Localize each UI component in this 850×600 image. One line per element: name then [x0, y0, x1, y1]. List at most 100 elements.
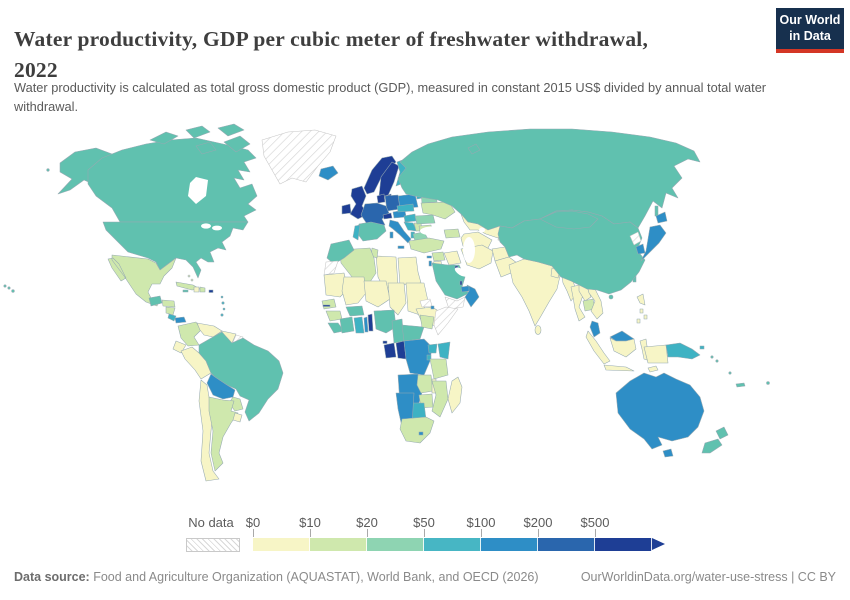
region-fiji[interactable] [766, 381, 770, 385]
region-drc[interactable] [403, 338, 433, 376]
region-lesotho[interactable] [418, 431, 424, 436]
region-egypt[interactable] [397, 256, 422, 286]
legend-segment-1[interactable] [310, 538, 367, 551]
region-china[interactable] [497, 209, 646, 295]
region-lesser-antilles[interactable] [220, 295, 226, 317]
region-romania[interactable] [414, 214, 436, 225]
region-papua-new-guinea[interactable] [665, 342, 705, 360]
region-mali[interactable] [341, 276, 367, 306]
region-burkina-faso[interactable] [345, 305, 365, 317]
region-turkey[interactable] [408, 237, 445, 254]
region-niger[interactable] [363, 280, 391, 308]
region-puerto-rico[interactable] [208, 289, 214, 293]
region-iceland[interactable] [318, 165, 339, 181]
region-w-sahara[interactable] [323, 260, 339, 276]
region-djibouti[interactable] [430, 305, 435, 310]
region-mongolia[interactable] [539, 210, 599, 230]
region-mexico[interactable] [107, 254, 177, 307]
region-yemen[interactable] [444, 296, 466, 310]
region-usa[interactable] [102, 221, 249, 279]
region-somalia[interactable] [433, 306, 459, 336]
region-morocco[interactable] [326, 239, 355, 265]
region-mozambique[interactable] [431, 380, 449, 418]
region-syria[interactable] [431, 251, 446, 262]
legend-no-data-swatch[interactable] [186, 538, 240, 552]
region-gabon[interactable] [383, 342, 397, 359]
region-portugal[interactable] [352, 224, 361, 241]
region-malaysia[interactable] [589, 320, 635, 342]
region-philippines[interactable] [636, 293, 648, 324]
region-ecuador[interactable] [172, 340, 187, 354]
region-algeria[interactable] [339, 247, 377, 286]
region-south-africa[interactable] [399, 416, 435, 444]
region-norway[interactable] [363, 155, 397, 195]
region-iraq[interactable] [443, 250, 462, 266]
region-uganda[interactable] [427, 343, 438, 354]
region-kenya[interactable] [437, 341, 451, 360]
owid-logo[interactable]: Our World in Data [776, 8, 844, 53]
region-greenland[interactable] [261, 129, 337, 185]
region-australia[interactable] [615, 372, 705, 458]
region-togo[interactable] [363, 316, 369, 333]
region-dominican-republic[interactable] [199, 286, 206, 293]
region-jamaica[interactable] [182, 289, 189, 293]
region-solomon-islands[interactable] [710, 355, 719, 363]
region-uruguay[interactable] [232, 412, 243, 423]
region-cameroon[interactable] [391, 318, 405, 344]
legend-segment-2[interactable] [367, 538, 424, 551]
region-argentina[interactable] [208, 396, 239, 472]
region-papua-west[interactable] [643, 344, 669, 364]
region-eq-guinea[interactable] [382, 340, 388, 344]
region-japan[interactable] [640, 211, 668, 262]
legend-segment-0[interactable] [253, 538, 310, 551]
region-south-sudan[interactable] [419, 314, 435, 330]
region-central-african-republic[interactable] [401, 324, 425, 342]
region-north-korea[interactable] [629, 231, 642, 246]
region-costa-rica[interactable] [167, 313, 177, 322]
region-caucasus[interactable] [443, 228, 461, 239]
region-chad[interactable] [387, 282, 407, 316]
region-tanzania[interactable] [429, 358, 449, 380]
region-indonesia[interactable] [585, 330, 659, 373]
region-uae[interactable] [460, 285, 470, 293]
region-canada[interactable] [87, 137, 258, 223]
region-sri-lanka[interactable] [534, 325, 542, 335]
region-colombia[interactable] [177, 321, 202, 347]
region-haiti[interactable] [193, 286, 200, 293]
region-panama[interactable] [174, 316, 187, 324]
region-vanuatu[interactable] [728, 371, 732, 375]
region-switzerland[interactable] [382, 212, 393, 220]
region-nicaragua[interactable] [165, 306, 176, 316]
region-guatemala[interactable] [148, 295, 163, 307]
region-ghana[interactable] [353, 316, 365, 334]
region-italy[interactable] [388, 219, 412, 249]
region-senegal[interactable] [321, 298, 337, 310]
region-bahamas[interactable] [187, 274, 194, 282]
region-aleutians[interactable] [46, 168, 50, 172]
region-benelux[interactable] [376, 193, 386, 204]
region-qatar[interactable] [459, 280, 463, 286]
region-new-zealand[interactable] [701, 426, 729, 454]
legend-segment-5[interactable] [538, 538, 595, 551]
footer-link[interactable]: OurWorldinData.org/water-use-stress | CC… [580, 570, 836, 584]
region-benin[interactable] [367, 313, 374, 332]
region-ireland[interactable] [341, 203, 352, 215]
region-madagascar[interactable] [447, 376, 463, 414]
region-zambia[interactable] [416, 374, 434, 394]
region-hawaii[interactable] [3, 284, 15, 293]
region-nigeria[interactable] [373, 309, 397, 334]
legend-segment-3[interactable] [424, 538, 481, 551]
region-spain[interactable] [356, 221, 387, 242]
region-czech-slovakia[interactable] [396, 203, 415, 213]
region-hainan[interactable] [608, 294, 614, 300]
region-gambia[interactable] [322, 304, 331, 307]
region-cyprus[interactable] [426, 255, 432, 259]
region-france[interactable] [360, 202, 390, 228]
region-saudi-arabia[interactable] [431, 262, 470, 300]
region-israel[interactable] [428, 260, 432, 267]
region-arctic-islands[interactable] [149, 123, 251, 155]
region-new-caledonia[interactable] [735, 382, 746, 388]
region-honduras[interactable] [161, 299, 176, 308]
legend-segment-4[interactable] [481, 538, 538, 551]
region-vietnam[interactable] [586, 284, 604, 320]
